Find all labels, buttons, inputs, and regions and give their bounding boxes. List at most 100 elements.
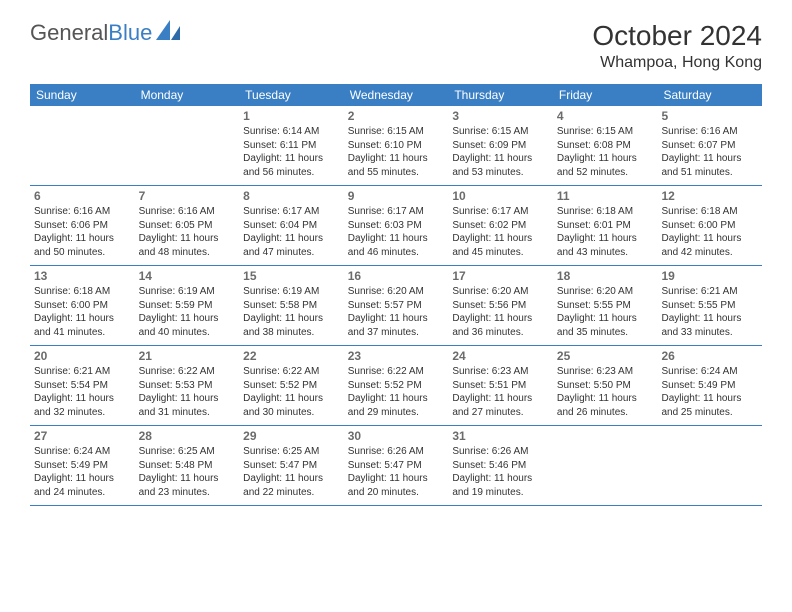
day-cell: 29Sunrise: 6:25 AMSunset: 5:47 PMDayligh… [239, 426, 344, 505]
sunset-line: Sunset: 6:05 PM [139, 219, 236, 233]
daylight-line: Daylight: 11 hours and 33 minutes. [661, 312, 758, 339]
daylight-line: Daylight: 11 hours and 42 minutes. [661, 232, 758, 259]
sunrise-line: Sunrise: 6:17 AM [243, 205, 340, 219]
sunset-line: Sunset: 5:58 PM [243, 299, 340, 313]
daylight-line: Daylight: 11 hours and 31 minutes. [139, 392, 236, 419]
week-row: 6Sunrise: 6:16 AMSunset: 6:06 PMDaylight… [30, 186, 762, 266]
sunrise-line: Sunrise: 6:20 AM [348, 285, 445, 299]
day-cell: 17Sunrise: 6:20 AMSunset: 5:56 PMDayligh… [448, 266, 553, 345]
sunrise-line: Sunrise: 6:24 AM [34, 445, 131, 459]
sunrise-line: Sunrise: 6:16 AM [34, 205, 131, 219]
day-cell: 15Sunrise: 6:19 AMSunset: 5:58 PMDayligh… [239, 266, 344, 345]
daylight-line: Daylight: 11 hours and 26 minutes. [557, 392, 654, 419]
day-header: Saturday [657, 84, 762, 106]
day-cell: 1Sunrise: 6:14 AMSunset: 6:11 PMDaylight… [239, 106, 344, 185]
sunset-line: Sunset: 6:02 PM [452, 219, 549, 233]
day-cell: 5Sunrise: 6:16 AMSunset: 6:07 PMDaylight… [657, 106, 762, 185]
sunrise-line: Sunrise: 6:22 AM [243, 365, 340, 379]
sunrise-line: Sunrise: 6:15 AM [348, 125, 445, 139]
sunrise-line: Sunrise: 6:21 AM [661, 285, 758, 299]
day-number: 5 [661, 109, 758, 123]
day-number: 29 [243, 429, 340, 443]
title-block: October 2024 Whampoa, Hong Kong [592, 20, 762, 72]
day-number: 21 [139, 349, 236, 363]
day-number: 20 [34, 349, 131, 363]
daylight-line: Daylight: 11 hours and 43 minutes. [557, 232, 654, 259]
day-number: 4 [557, 109, 654, 123]
daylight-line: Daylight: 11 hours and 41 minutes. [34, 312, 131, 339]
daylight-line: Daylight: 11 hours and 50 minutes. [34, 232, 131, 259]
week-row: 27Sunrise: 6:24 AMSunset: 5:49 PMDayligh… [30, 426, 762, 506]
sunrise-line: Sunrise: 6:17 AM [452, 205, 549, 219]
calendar-page: GeneralBlue October 2024 Whampoa, Hong K… [0, 0, 792, 526]
calendar: SundayMondayTuesdayWednesdayThursdayFrid… [30, 84, 762, 506]
day-number: 23 [348, 349, 445, 363]
sunset-line: Sunset: 5:53 PM [139, 379, 236, 393]
daylight-line: Daylight: 11 hours and 27 minutes. [452, 392, 549, 419]
logo-sail-icon [156, 20, 182, 46]
day-header: Sunday [30, 84, 135, 106]
sunrise-line: Sunrise: 6:23 AM [452, 365, 549, 379]
sunset-line: Sunset: 6:00 PM [34, 299, 131, 313]
day-number: 14 [139, 269, 236, 283]
day-cell: 12Sunrise: 6:18 AMSunset: 6:00 PMDayligh… [657, 186, 762, 265]
location: Whampoa, Hong Kong [592, 54, 762, 72]
daylight-line: Daylight: 11 hours and 22 minutes. [243, 472, 340, 499]
day-number: 25 [557, 349, 654, 363]
daylight-line: Daylight: 11 hours and 24 minutes. [34, 472, 131, 499]
day-number: 11 [557, 189, 654, 203]
sunrise-line: Sunrise: 6:24 AM [661, 365, 758, 379]
day-number: 12 [661, 189, 758, 203]
day-cell: 16Sunrise: 6:20 AMSunset: 5:57 PMDayligh… [344, 266, 449, 345]
page-title: October 2024 [592, 20, 762, 52]
day-header: Friday [553, 84, 658, 106]
day-cell: 20Sunrise: 6:21 AMSunset: 5:54 PMDayligh… [30, 346, 135, 425]
day-number: 7 [139, 189, 236, 203]
sunrise-line: Sunrise: 6:20 AM [452, 285, 549, 299]
day-cell: 7Sunrise: 6:16 AMSunset: 6:05 PMDaylight… [135, 186, 240, 265]
sunrise-line: Sunrise: 6:21 AM [34, 365, 131, 379]
daylight-line: Daylight: 11 hours and 19 minutes. [452, 472, 549, 499]
day-cell: 24Sunrise: 6:23 AMSunset: 5:51 PMDayligh… [448, 346, 553, 425]
sunset-line: Sunset: 5:52 PM [243, 379, 340, 393]
day-number: 31 [452, 429, 549, 443]
daylight-line: Daylight: 11 hours and 40 minutes. [139, 312, 236, 339]
sunrise-line: Sunrise: 6:18 AM [34, 285, 131, 299]
day-header: Wednesday [344, 84, 449, 106]
daylight-line: Daylight: 11 hours and 20 minutes. [348, 472, 445, 499]
sunset-line: Sunset: 5:46 PM [452, 459, 549, 473]
sunset-line: Sunset: 5:55 PM [557, 299, 654, 313]
empty-cell [657, 426, 762, 505]
header: GeneralBlue October 2024 Whampoa, Hong K… [30, 20, 762, 72]
day-number: 2 [348, 109, 445, 123]
empty-cell [135, 106, 240, 185]
day-cell: 22Sunrise: 6:22 AMSunset: 5:52 PMDayligh… [239, 346, 344, 425]
empty-cell [553, 426, 658, 505]
day-number: 28 [139, 429, 236, 443]
day-number: 9 [348, 189, 445, 203]
day-cell: 31Sunrise: 6:26 AMSunset: 5:46 PMDayligh… [448, 426, 553, 505]
day-cell: 8Sunrise: 6:17 AMSunset: 6:04 PMDaylight… [239, 186, 344, 265]
sunrise-line: Sunrise: 6:26 AM [348, 445, 445, 459]
daylight-line: Daylight: 11 hours and 52 minutes. [557, 152, 654, 179]
sunrise-line: Sunrise: 6:19 AM [139, 285, 236, 299]
daylight-line: Daylight: 11 hours and 37 minutes. [348, 312, 445, 339]
daylight-line: Daylight: 11 hours and 47 minutes. [243, 232, 340, 259]
day-header-row: SundayMondayTuesdayWednesdayThursdayFrid… [30, 84, 762, 106]
daylight-line: Daylight: 11 hours and 51 minutes. [661, 152, 758, 179]
sunset-line: Sunset: 5:49 PM [661, 379, 758, 393]
week-row: 1Sunrise: 6:14 AMSunset: 6:11 PMDaylight… [30, 106, 762, 186]
sunset-line: Sunset: 5:56 PM [452, 299, 549, 313]
sunrise-line: Sunrise: 6:16 AM [661, 125, 758, 139]
sunset-line: Sunset: 6:00 PM [661, 219, 758, 233]
sunset-line: Sunset: 5:57 PM [348, 299, 445, 313]
sunrise-line: Sunrise: 6:20 AM [557, 285, 654, 299]
sunset-line: Sunset: 6:08 PM [557, 139, 654, 153]
sunrise-line: Sunrise: 6:15 AM [452, 125, 549, 139]
sunset-line: Sunset: 5:55 PM [661, 299, 758, 313]
sunset-line: Sunset: 5:47 PM [348, 459, 445, 473]
sunset-line: Sunset: 6:11 PM [243, 139, 340, 153]
day-number: 17 [452, 269, 549, 283]
day-header: Tuesday [239, 84, 344, 106]
day-number: 10 [452, 189, 549, 203]
